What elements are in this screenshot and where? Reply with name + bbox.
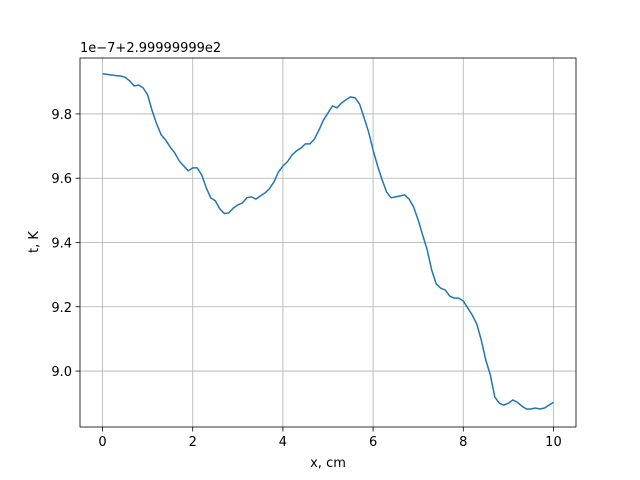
- x-tick-label: 0: [98, 435, 106, 450]
- y-tick-label: 9.0: [51, 365, 72, 380]
- x-tick-label: 6: [369, 435, 377, 450]
- offset-text: 1e−7+2.99999999e2: [80, 41, 221, 56]
- x-tick-label: 4: [279, 435, 287, 450]
- x-tick-label: 10: [545, 435, 562, 450]
- y-tick-label: 9.4: [51, 237, 72, 252]
- x-tick-label: 2: [189, 435, 197, 450]
- y-axis-label: t, K: [27, 231, 42, 253]
- y-tick-label: 9.8: [51, 108, 72, 123]
- data-line: [102, 73, 554, 410]
- x-axis-label: x, cm: [310, 456, 346, 471]
- plot-frame: [79, 57, 577, 428]
- y-tick-label: 9.6: [51, 172, 72, 187]
- y-tick-label: 9.2: [51, 301, 72, 316]
- x-tick-label: 8: [459, 435, 467, 450]
